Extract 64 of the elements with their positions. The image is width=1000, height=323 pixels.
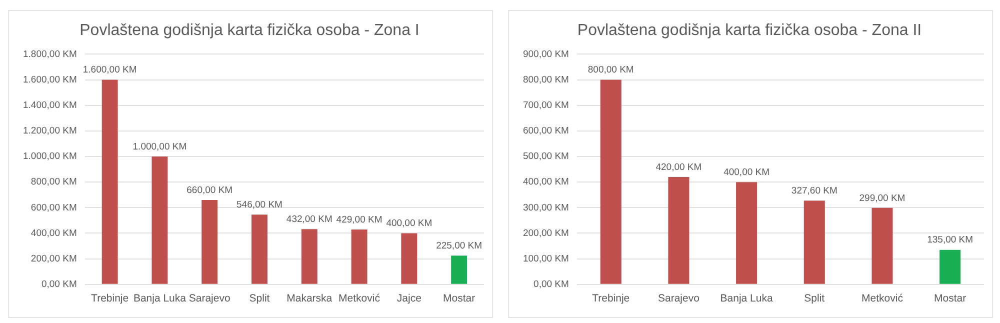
data-label: 327,60 KM — [791, 185, 838, 196]
y-tick-label: 800,00 KM — [30, 176, 77, 188]
y-tick-label: 100,00 KM — [522, 253, 570, 264]
y-tick-label: 1.800,00 KM — [22, 48, 77, 60]
bar — [252, 214, 268, 284]
bar — [736, 182, 758, 284]
x-tick-label: Makarska — [286, 292, 332, 305]
data-label: 400,00 KM — [386, 218, 432, 230]
y-tick-label: 1.600,00 KM — [22, 74, 77, 86]
y-tick-label: 300,00 KM — [522, 202, 570, 214]
y-tick-label: 1.000,00 KM — [22, 151, 77, 162]
data-label: 299,00 KM — [859, 192, 906, 204]
y-tick-label: 200,00 KM — [30, 253, 77, 264]
data-label: 546,00 KM — [236, 199, 283, 210]
bar — [804, 200, 825, 284]
data-label: 800,00 KM — [588, 64, 634, 76]
data-label: 225,00 KM — [436, 240, 482, 252]
data-label: 1.600,00 KM — [82, 64, 137, 76]
y-tick-label: 900,00 KM — [522, 48, 570, 60]
bar — [668, 176, 690, 284]
bar — [152, 156, 168, 284]
data-label: 420,00 KM — [656, 162, 702, 173]
y-tick-label: 0,00 KM — [41, 279, 77, 290]
x-tick-label: Banja Luka — [133, 292, 186, 305]
data-label: 432,00 KM — [286, 214, 332, 226]
bar — [401, 233, 418, 284]
data-label: 400,00 KM — [724, 166, 770, 178]
bar — [940, 250, 961, 284]
x-tick-label: Trebinje — [592, 292, 630, 305]
data-label: 135,00 KM — [927, 234, 974, 246]
bar — [451, 256, 468, 284]
y-tick-label: 1.400,00 KM — [22, 100, 77, 111]
x-tick-label: Banja Luka — [720, 292, 773, 305]
bar — [872, 208, 893, 284]
x-tick-label: Split — [249, 292, 270, 305]
y-tick-label: 200,00 KM — [522, 228, 570, 239]
data-label: 429,00 KM — [336, 214, 382, 226]
y-tick-label: 500,00 KM — [522, 151, 570, 162]
data-label: 660,00 KM — [186, 184, 233, 196]
x-tick-label: Jajce — [396, 292, 422, 305]
bar — [301, 229, 318, 284]
bar — [202, 200, 218, 284]
x-tick-label: Metković — [862, 292, 903, 305]
x-tick-label: Sarajevo — [188, 292, 230, 305]
y-tick-label: 600,00 KM — [522, 126, 570, 137]
x-tick-label: Split — [804, 292, 825, 305]
x-tick-label: Sarajevo — [658, 292, 700, 305]
bar — [600, 80, 622, 284]
x-tick-label: Mostar — [443, 292, 476, 305]
y-tick-label: 0,00 KM — [534, 279, 570, 290]
chart-title: Povlaštena godišnja karta fizička osoba - Zona I — [80, 22, 420, 40]
bar — [351, 230, 368, 284]
x-tick-label: Metković — [338, 292, 380, 305]
y-tick-label: 400,00 KM — [522, 176, 570, 188]
y-tick-label: 600,00 KM — [30, 202, 77, 214]
data-label: 1.000,00 KM — [132, 141, 187, 152]
x-tick-label: Mostar — [934, 292, 967, 305]
y-tick-label: 400,00 KM — [30, 228, 77, 239]
chart-title: Povlaštena godišnja karta fizička osoba - Zona II — [577, 22, 922, 40]
bar — [102, 80, 118, 284]
x-tick-label: Trebinje — [91, 292, 129, 305]
y-tick-label: 800,00 KM — [522, 74, 570, 86]
y-tick-label: 1.200,00 KM — [22, 126, 77, 137]
y-tick-label: 700,00 KM — [522, 100, 570, 111]
